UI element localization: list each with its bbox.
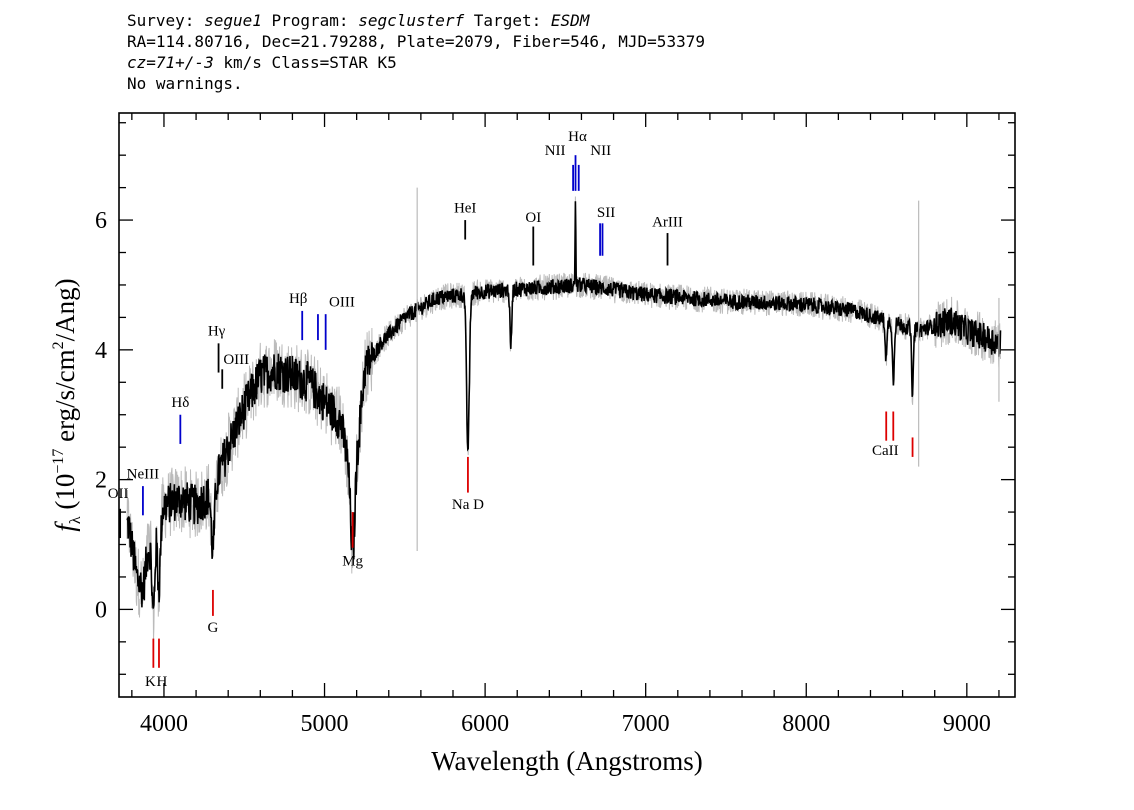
y-tick-label: 0	[95, 597, 107, 623]
line-marker-label: ArIII	[652, 215, 683, 231]
line-marker-label: NII	[590, 143, 611, 159]
header-line-survey: Survey: segue1 Program: segclusterf Targ…	[127, 11, 590, 30]
line-marker-label: K	[145, 674, 156, 690]
line-marker-label: H	[157, 674, 168, 690]
y-tick-label: 4	[95, 338, 107, 364]
line-marker-label: Mg	[342, 553, 363, 569]
line-marker-label: G	[208, 620, 219, 636]
x-axis-title: Wavelength (Angstroms)	[431, 746, 703, 776]
line-marker-label: HeI	[454, 200, 477, 216]
line-marker-label: Hδ	[171, 395, 189, 411]
y-tick-label: 2	[95, 468, 107, 494]
survey-value: segue1	[204, 11, 262, 30]
plot-data-layer	[126, 187, 1002, 641]
y-axis-title: fλ (10−17 erg/s/cm2/Ang)	[50, 278, 84, 531]
line-marker-label: NeIII	[127, 466, 159, 482]
line-marker-label: OII	[108, 486, 129, 502]
x-tick-label: 6000	[461, 711, 509, 737]
line-marker-label: SII	[597, 205, 615, 221]
line-marker-label: OI	[525, 210, 541, 226]
line-marker-label: Hα	[568, 129, 587, 145]
x-tick-label: 7000	[622, 711, 670, 737]
x-tick-label: 8000	[782, 711, 830, 737]
line-marker-label: Hβ	[289, 291, 307, 307]
header-line-warnings: No warnings.	[127, 74, 243, 93]
plot-frame	[118, 112, 1016, 698]
sky-line-layer	[416, 187, 1000, 551]
line-marker-label: Na D	[452, 497, 484, 513]
flux-error-series	[126, 196, 1001, 641]
target-value: ESDM	[550, 11, 590, 30]
cz-value: cz=71+/-3	[127, 53, 214, 72]
program-value: segclusterf	[358, 11, 465, 30]
spectrum-header: Survey: segue1 Program: segclusterf Targ…	[127, 10, 705, 94]
line-marker-label: OIII	[223, 352, 249, 368]
header-line-redshift: cz=71+/-3 km/s Class=STAR K5	[127, 53, 397, 72]
x-tick-label: 4000	[140, 711, 188, 737]
y-tick-label: 6	[95, 208, 107, 234]
header-line-coords: RA=114.80716, Dec=21.79288, Plate=2079, …	[127, 32, 705, 51]
axis-ticks: 4000 5000 6000 7000 8000 9000 0 2 4 6	[95, 113, 1015, 737]
x-tick-label: 9000	[943, 711, 991, 737]
line-marker-label: NII	[545, 143, 566, 159]
x-tick-label: 5000	[301, 711, 349, 737]
line-marker-label: OIII	[329, 294, 355, 310]
flux-series	[126, 201, 1002, 609]
line-marker-label: CaII	[872, 443, 899, 459]
line-marker-label: Hγ	[208, 324, 226, 340]
